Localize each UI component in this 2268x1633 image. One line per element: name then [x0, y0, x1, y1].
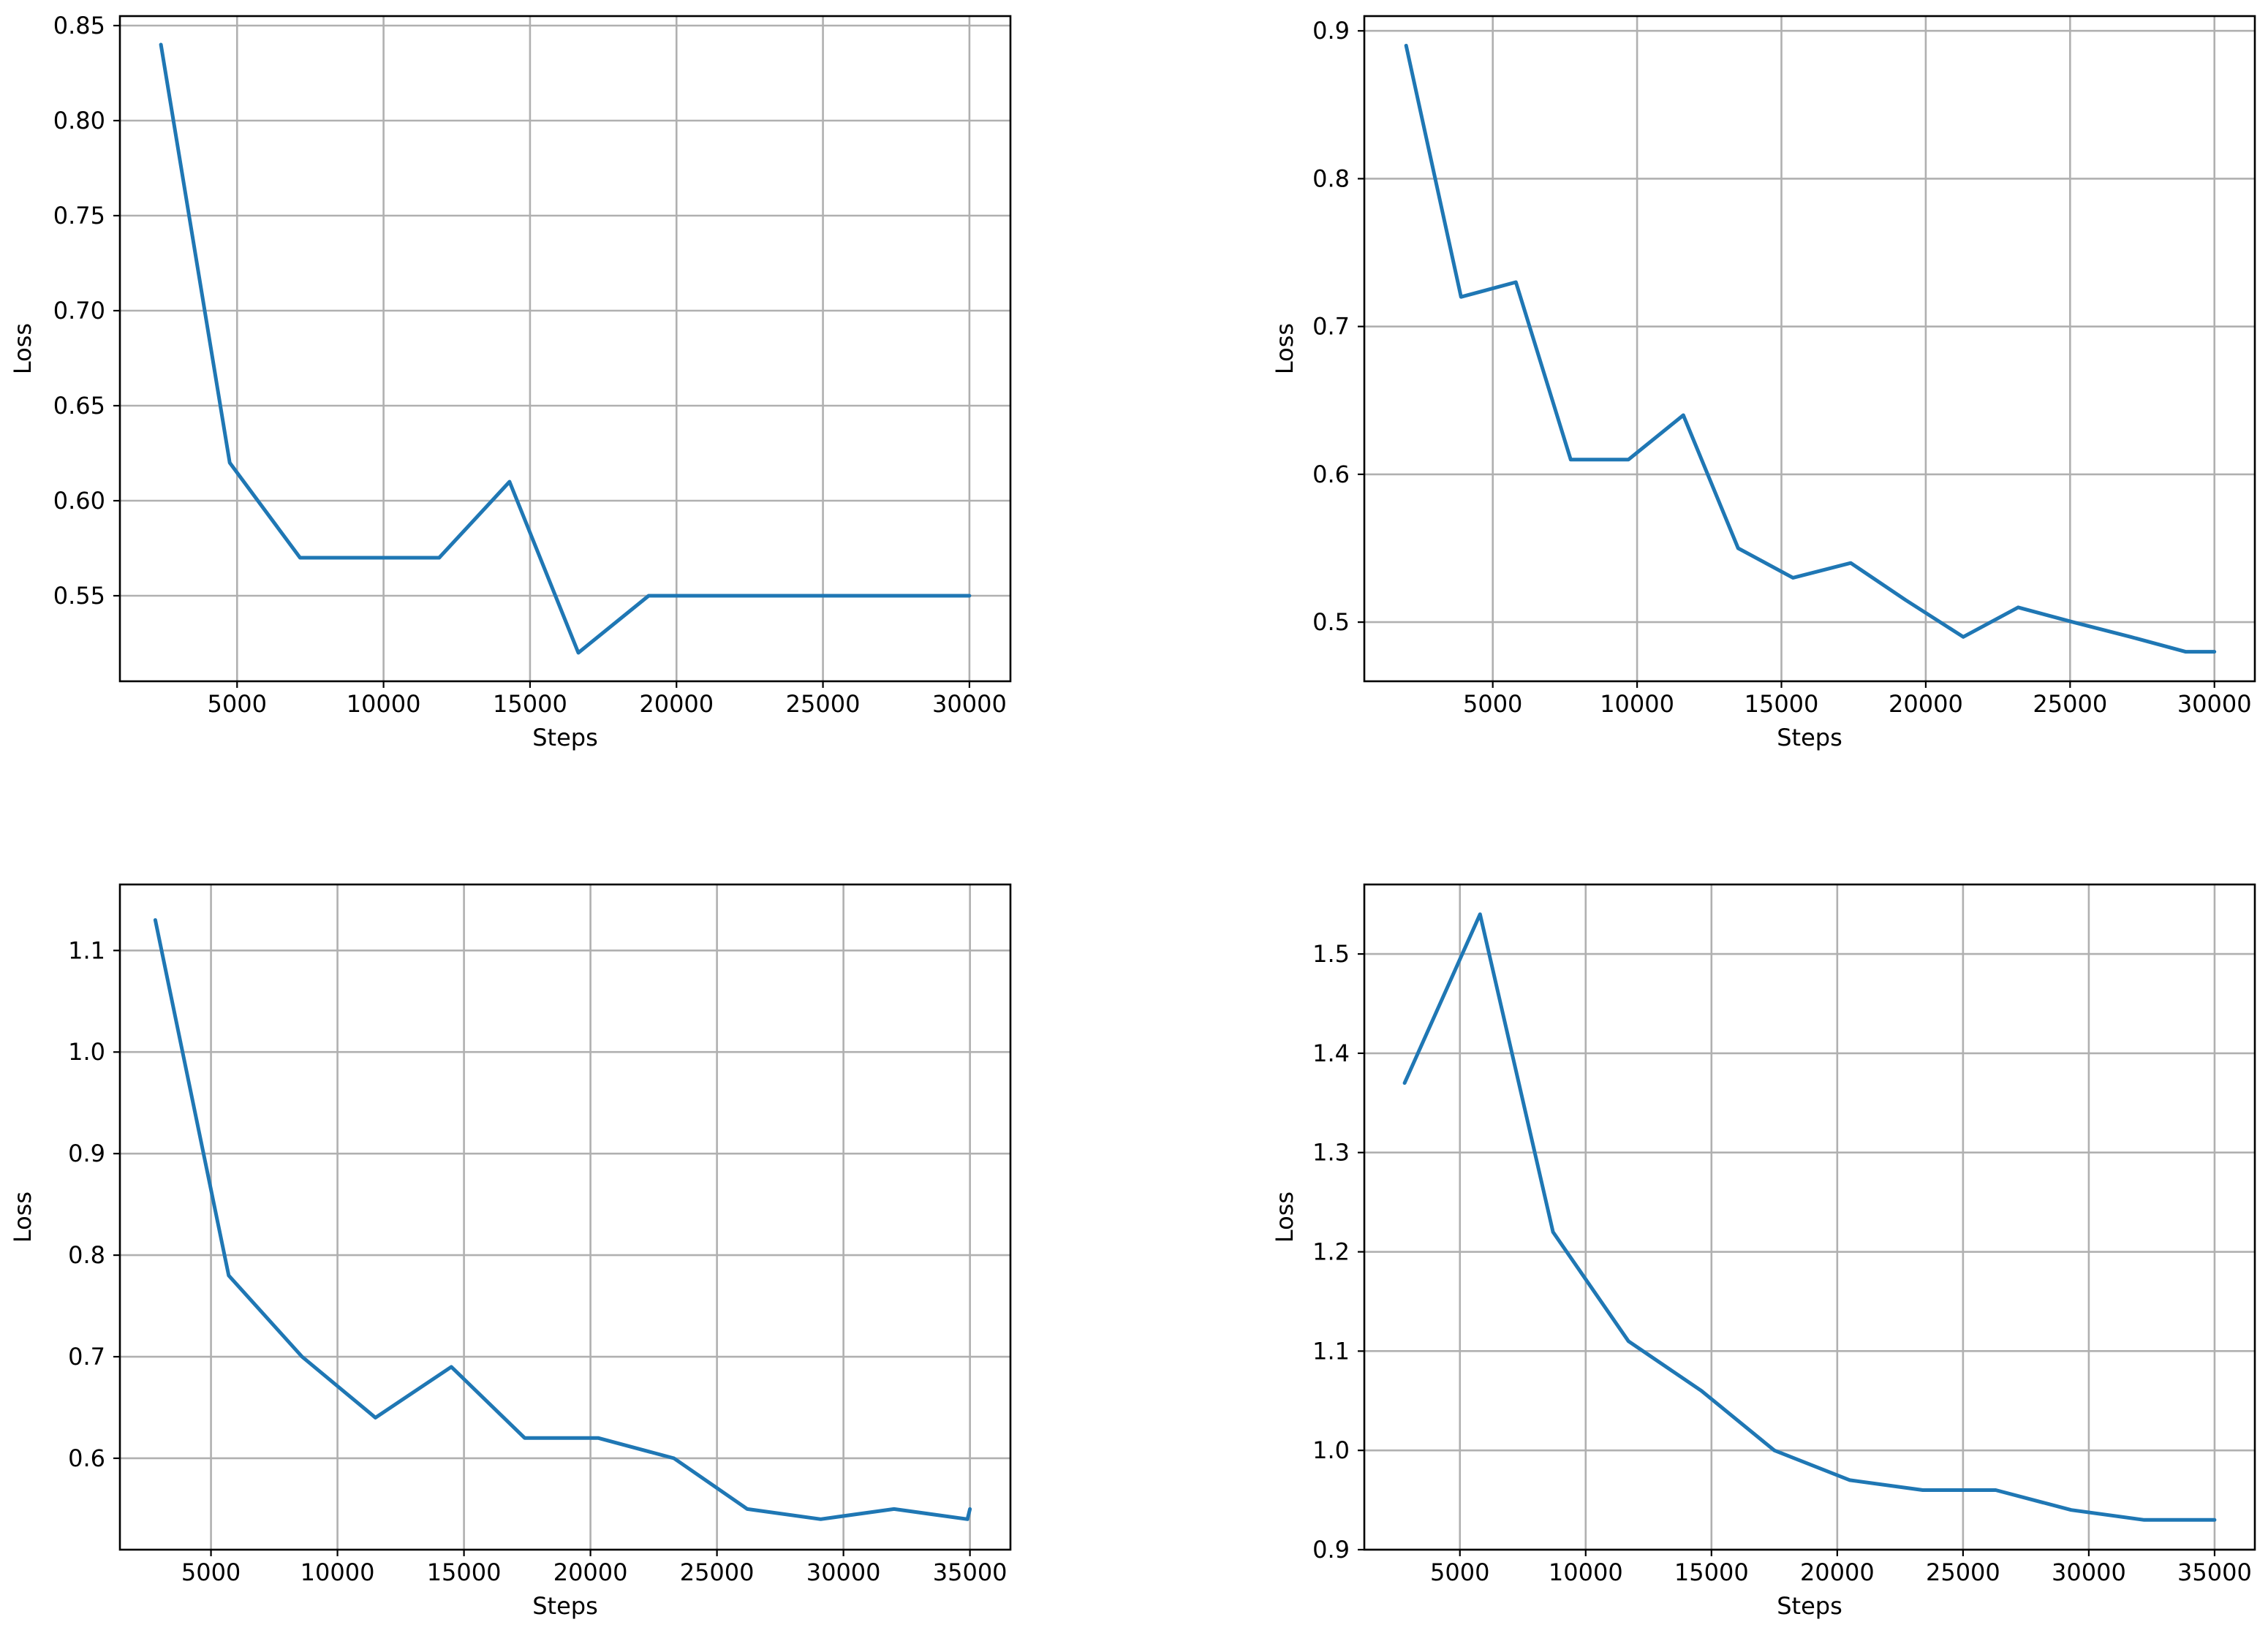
- subplot-4-x-tick-label-0: 5000: [1430, 1558, 1489, 1586]
- subplot-4-x-tick-label-2: 15000: [1674, 1558, 1749, 1586]
- subplot-2: 5000 10000 15000 20000 25000 30000 0.5 0.6 0.7 0.…: [1271, 15, 2256, 751]
- subplot-3-loss-line-0: [153, 918, 972, 1521]
- subplot-2-x-axis-label: Steps: [1777, 724, 1842, 751]
- subplot-3-x-axis-label: Steps: [532, 1592, 598, 1620]
- subplot-3-x-tick-label-5: 30000: [806, 1558, 881, 1586]
- subplot-3-grid: [120, 884, 1010, 1550]
- subplot-2-y-tick-label-2: 0.7: [1312, 313, 1350, 341]
- subplot-2-loss-line-0: [1404, 43, 2217, 654]
- subplot-4-y-tick-label-4: 1.3: [1312, 1139, 1350, 1167]
- subplot-4-y-tick-label-1: 1.0: [1312, 1436, 1350, 1464]
- subplot-1-x-tick-label-3: 20000: [639, 690, 714, 718]
- subplot-1-x-axis-label: Steps: [532, 724, 598, 751]
- subplot-4: 5000 10000 15000 20000 25000 30000 35000 0.9 1.0…: [1271, 883, 2256, 1620]
- subplot-2-y-tick-label-4: 0.9: [1312, 17, 1350, 45]
- subplot-1-x-tick-label-5: 30000: [932, 690, 1007, 718]
- subplot-1-y-axis-label: Loss: [9, 323, 37, 374]
- subplot-3-x-tick-label-6: 35000: [933, 1558, 1008, 1586]
- subplot-2-x-tick-label-0: 5000: [1463, 690, 1522, 718]
- subplot-1-y-tick-label-4: 0.75: [53, 202, 105, 230]
- subplot-2-grid: [1364, 16, 2255, 681]
- subplot-4-grid: [1364, 884, 2255, 1551]
- subplot-1-x-tick-label-4: 25000: [786, 690, 861, 718]
- subplot-4-x-tick-label-4: 25000: [1926, 1558, 2000, 1586]
- subplot-4-y-tick-label-3: 1.2: [1312, 1238, 1350, 1266]
- subplot-2-x-tick-label-2: 15000: [1745, 690, 1819, 718]
- subplot-3-axes-frame: [118, 883, 1012, 1551]
- subplot-1-x-tick-label-0: 5000: [208, 690, 267, 718]
- subplot-2-y-tick-label-1: 0.6: [1312, 461, 1350, 488]
- subplot-3: 5000 10000 15000 20000 25000 30000 35000 0.6 0.7…: [9, 883, 1012, 1620]
- subplot-1-y-tick-label-0: 0.55: [53, 582, 105, 610]
- subplot-2-y-tick-label-0: 0.5: [1312, 608, 1350, 636]
- subplot-2-x-tick-label-3: 20000: [1889, 690, 1963, 718]
- subplot-3-y-axis-label: Loss: [9, 1191, 37, 1243]
- subplot-1-y-tick-label-6: 0.85: [53, 12, 105, 39]
- subplot-2-x-tick-label-4: 25000: [2033, 690, 2107, 718]
- subplot-1-y-tick-label-5: 0.80: [53, 107, 105, 134]
- subplot-1-axes-frame: [118, 15, 1012, 683]
- subplot-3-x-tick-label-1: 10000: [300, 1558, 375, 1586]
- subplot-2-x-tick-label-1: 10000: [1600, 690, 1674, 718]
- subplot-4-y-tick-label-5: 1.4: [1312, 1039, 1350, 1067]
- subplot-2-x-tick-label-5: 30000: [2177, 690, 2252, 718]
- subplot-3-x-tick-label-4: 25000: [680, 1558, 755, 1586]
- subplot-4-y-tick-label-2: 1.1: [1312, 1337, 1350, 1365]
- subplot-4-x-tick-label-6: 35000: [2177, 1558, 2252, 1586]
- subplot-4-x-tick-label-3: 20000: [1800, 1558, 1875, 1586]
- subplot-3-y-tick-label-1: 0.7: [68, 1343, 105, 1371]
- subplot-3-y-tick-label-0: 0.6: [68, 1444, 105, 1472]
- subplot-1-x-tick-label-1: 10000: [347, 690, 421, 718]
- subplot-1-y-tick-label-3: 0.70: [53, 297, 105, 325]
- subplot-4-y-tick-label-6: 1.5: [1312, 940, 1350, 968]
- subplot-2-y-axis-label: Loss: [1271, 323, 1299, 374]
- subplot-3-y-tick-label-4: 1.0: [68, 1038, 105, 1066]
- subplot-2-y-tick-label-3: 0.8: [1312, 164, 1350, 192]
- subplot-1: 5000 10000 15000 20000 25000 30000 0.55 0.60 0.6…: [9, 12, 1012, 751]
- subplot-3-x-tick-label-0: 5000: [181, 1558, 241, 1586]
- subplot-4-x-tick-label-5: 30000: [2052, 1558, 2126, 1586]
- subplot-4-axes-frame: [1363, 883, 2256, 1551]
- subplot-3-y-tick-label-2: 0.8: [68, 1241, 105, 1269]
- subplot-3-y-tick-label-5: 1.1: [68, 936, 105, 964]
- subplot-3-y-tick-label-3: 0.9: [68, 1140, 105, 1167]
- subplot-3-x-tick-label-2: 15000: [427, 1558, 502, 1586]
- subplot-1-loss-line-0: [159, 42, 972, 655]
- subplot-1-grid: [120, 16, 1010, 681]
- subplot-1-y-tick-label-2: 0.65: [53, 392, 105, 420]
- subplot-4-x-tick-label-1: 10000: [1549, 1558, 1623, 1586]
- subplot-1-y-tick-label-1: 0.60: [53, 487, 105, 515]
- subplot-1-x-tick-label-2: 15000: [493, 690, 567, 718]
- subplot-4-y-tick-label-0: 0.9: [1312, 1536, 1350, 1564]
- subplot-3-x-tick-label-3: 20000: [553, 1558, 628, 1586]
- subplot-4-loss-line-0: [1402, 912, 2217, 1522]
- subplot-2-axes-frame: [1363, 15, 2256, 683]
- subplot-4-x-axis-label: Steps: [1777, 1592, 1842, 1620]
- subplot-4-y-axis-label: Loss: [1271, 1191, 1299, 1243]
